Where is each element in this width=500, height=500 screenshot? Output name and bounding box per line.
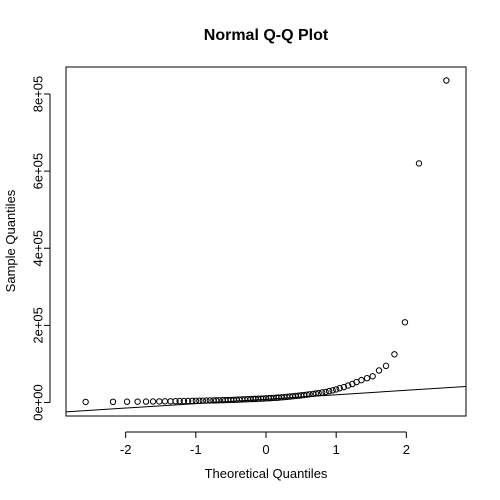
data-point — [322, 388, 329, 396]
data-point — [156, 398, 163, 405]
chart-title: Normal Q-Q Plot — [204, 27, 329, 44]
data-point — [212, 397, 220, 404]
data-point — [180, 397, 188, 405]
y-tick-label: 2e+05 — [31, 307, 46, 344]
data-point — [325, 387, 333, 395]
data-point — [401, 319, 409, 326]
data-point — [363, 375, 371, 382]
plot-frame — [65, 66, 467, 417]
data-point — [142, 398, 150, 405]
data-point — [443, 77, 450, 84]
data-point — [391, 351, 398, 358]
data-point — [161, 398, 169, 405]
data-point — [192, 397, 200, 405]
data-point — [358, 376, 365, 384]
y-tick-label: 6e+05 — [31, 153, 46, 190]
data-point — [369, 373, 376, 380]
data-point — [176, 397, 183, 405]
data-point — [189, 397, 196, 405]
x-tick-label: 1 — [333, 442, 340, 457]
data-point — [149, 398, 157, 405]
data-point — [109, 398, 117, 406]
data-point — [215, 397, 223, 404]
data-point — [134, 398, 141, 405]
data-point — [382, 362, 390, 370]
data-point — [340, 383, 348, 391]
data-point — [336, 385, 343, 392]
x-axis: -2 -1 0 1 2 — [120, 431, 410, 457]
x-axis-label: Theoretical Quantiles — [205, 466, 328, 481]
data-point — [82, 398, 89, 406]
data-point — [196, 397, 203, 404]
data-point — [312, 390, 320, 397]
data-point — [184, 397, 192, 405]
data-point — [329, 387, 336, 394]
data-point — [206, 397, 214, 404]
x-tick-label: -2 — [120, 442, 132, 457]
y-tick-label: 8e+05 — [31, 76, 46, 113]
y-tick-label: 0e+00 — [31, 384, 46, 421]
data-point — [199, 397, 207, 404]
data-point — [203, 397, 210, 404]
data-point — [315, 389, 322, 397]
x-tick-label: 0 — [262, 442, 269, 457]
data-point — [123, 398, 131, 405]
data-point — [318, 389, 326, 396]
data-point — [306, 391, 313, 398]
data-point — [172, 397, 179, 405]
y-tick-label: 4e+05 — [31, 230, 46, 267]
y-axis: 0e+00 2e+05 4e+05 6e+05 8e+05 — [31, 76, 51, 421]
x-tick-label: 2 — [403, 442, 410, 457]
data-point — [375, 367, 383, 374]
points-group — [82, 77, 450, 406]
data-point — [344, 382, 352, 389]
x-tick-label: -1 — [190, 442, 202, 457]
data-point — [332, 386, 340, 393]
data-point — [303, 391, 310, 398]
data-point — [415, 160, 423, 167]
y-axis-label: Sample Quantiles — [3, 189, 18, 292]
